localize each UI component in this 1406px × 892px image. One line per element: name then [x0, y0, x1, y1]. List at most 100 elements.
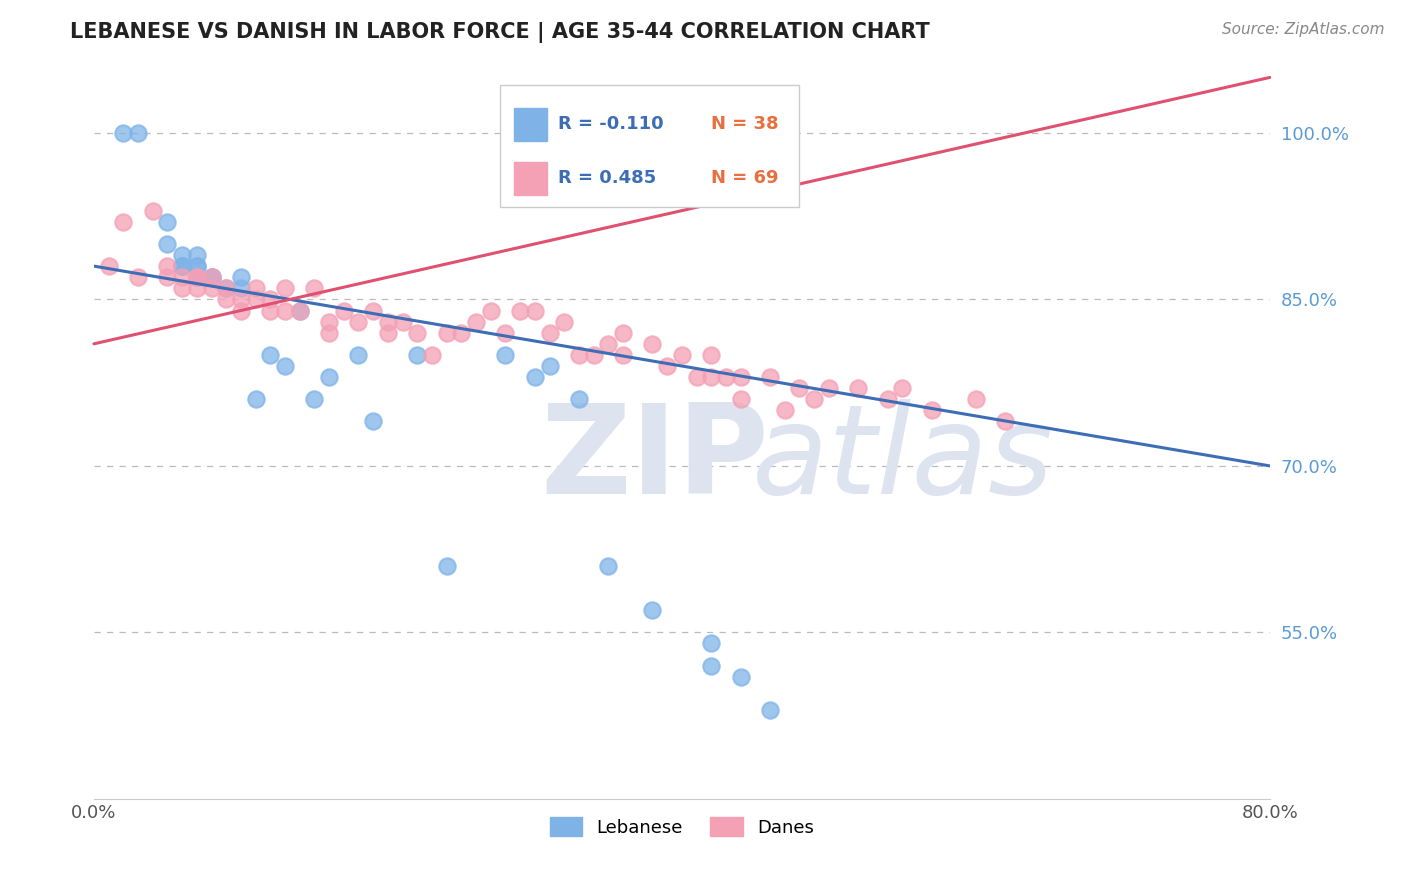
- Point: [172, 259, 194, 273]
- Point: [200, 270, 222, 285]
- Point: [245, 392, 267, 407]
- Point: [229, 281, 252, 295]
- Point: [347, 348, 370, 362]
- FancyBboxPatch shape: [499, 85, 800, 207]
- Point: [436, 558, 458, 573]
- Point: [172, 259, 194, 273]
- Point: [156, 215, 179, 229]
- Point: [112, 126, 135, 140]
- Point: [436, 326, 458, 340]
- Point: [274, 359, 297, 373]
- Point: [274, 281, 297, 295]
- Point: [568, 348, 591, 362]
- Point: [612, 326, 634, 340]
- Point: [817, 381, 839, 395]
- Point: [568, 392, 591, 407]
- Point: [97, 259, 120, 273]
- Point: [361, 303, 384, 318]
- Point: [186, 259, 208, 273]
- Bar: [513, 108, 547, 141]
- Point: [921, 403, 943, 417]
- Point: [186, 270, 208, 285]
- Point: [671, 348, 693, 362]
- Point: [846, 381, 869, 395]
- Point: [538, 326, 561, 340]
- Point: [612, 348, 634, 362]
- Bar: [513, 162, 547, 194]
- Point: [377, 315, 399, 329]
- Text: N = 38: N = 38: [711, 115, 779, 133]
- Point: [479, 303, 502, 318]
- Point: [685, 370, 707, 384]
- Point: [215, 293, 238, 307]
- Point: [714, 370, 737, 384]
- Point: [186, 270, 208, 285]
- Point: [582, 348, 605, 362]
- Point: [730, 670, 752, 684]
- Point: [259, 348, 281, 362]
- Point: [127, 270, 149, 285]
- Point: [347, 315, 370, 329]
- Point: [553, 315, 575, 329]
- Point: [450, 326, 472, 340]
- Point: [200, 270, 222, 285]
- Point: [304, 392, 326, 407]
- Point: [494, 326, 516, 340]
- Point: [391, 315, 413, 329]
- Point: [229, 303, 252, 318]
- Point: [304, 281, 326, 295]
- Point: [538, 359, 561, 373]
- Point: [509, 303, 531, 318]
- Text: Source: ZipAtlas.com: Source: ZipAtlas.com: [1222, 22, 1385, 37]
- Point: [215, 281, 238, 295]
- Point: [700, 348, 723, 362]
- Point: [759, 370, 782, 384]
- Point: [156, 270, 179, 285]
- Point: [172, 281, 194, 295]
- Point: [186, 270, 208, 285]
- Point: [172, 248, 194, 262]
- Point: [127, 126, 149, 140]
- Point: [172, 270, 194, 285]
- Point: [274, 303, 297, 318]
- Point: [494, 348, 516, 362]
- Point: [200, 270, 222, 285]
- Point: [156, 259, 179, 273]
- Point: [361, 415, 384, 429]
- Point: [156, 236, 179, 251]
- Point: [259, 303, 281, 318]
- Point: [215, 281, 238, 295]
- Text: R = 0.485: R = 0.485: [558, 169, 657, 187]
- Point: [186, 259, 208, 273]
- Point: [773, 403, 796, 417]
- Point: [186, 281, 208, 295]
- Point: [730, 392, 752, 407]
- Point: [172, 259, 194, 273]
- Point: [789, 381, 811, 395]
- Point: [803, 392, 825, 407]
- Point: [406, 348, 429, 362]
- Point: [186, 270, 208, 285]
- Point: [523, 370, 546, 384]
- Point: [965, 392, 987, 407]
- Point: [245, 281, 267, 295]
- Point: [598, 336, 620, 351]
- Point: [142, 203, 165, 218]
- Point: [641, 603, 664, 617]
- Point: [420, 348, 443, 362]
- Point: [730, 370, 752, 384]
- Point: [655, 359, 678, 373]
- Point: [200, 281, 222, 295]
- Point: [288, 303, 311, 318]
- Point: [318, 326, 340, 340]
- Legend: Lebanese, Danes: Lebanese, Danes: [543, 810, 821, 844]
- Point: [112, 215, 135, 229]
- Point: [700, 370, 723, 384]
- Text: atlas: atlas: [752, 400, 1054, 520]
- Point: [288, 303, 311, 318]
- Text: ZIP: ZIP: [541, 400, 769, 520]
- Point: [598, 558, 620, 573]
- Point: [759, 703, 782, 717]
- Point: [333, 303, 356, 318]
- Point: [186, 248, 208, 262]
